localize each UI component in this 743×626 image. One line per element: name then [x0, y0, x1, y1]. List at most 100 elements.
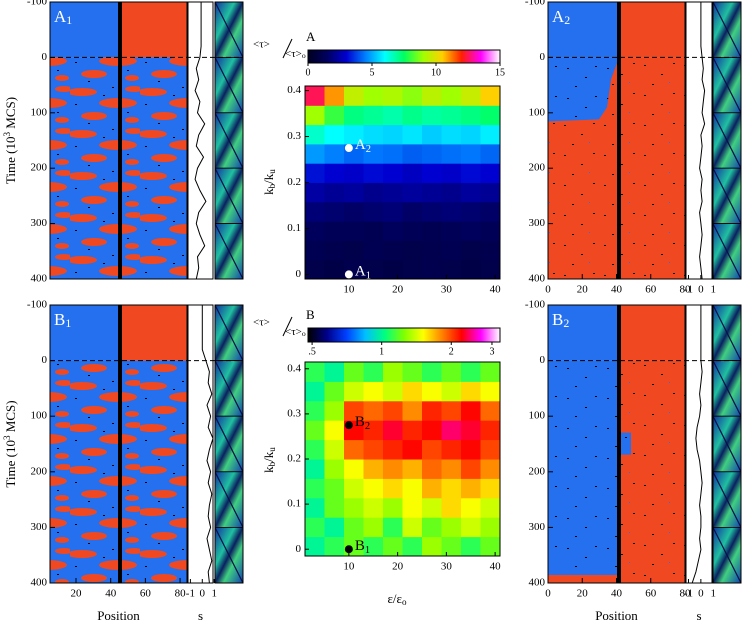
heatmap-cell [305, 240, 325, 261]
s-trace [194, 2, 207, 280]
heatmap-cell [441, 362, 462, 382]
heatmap-cell [441, 105, 462, 126]
heatmap-cell [402, 143, 423, 164]
heatmap-cell [344, 201, 364, 222]
matrix-diagonal [712, 57, 742, 114]
heatmap-cell [461, 86, 481, 106]
heatmap-cell [441, 420, 462, 441]
label-part: 1 [66, 13, 72, 27]
heatmap-cell [324, 105, 345, 126]
matrix-diagonal [712, 112, 742, 169]
heatmap-cell [363, 381, 384, 402]
s-tick-label: 0 [698, 588, 704, 600]
matrix-diagonal [712, 360, 742, 417]
heatmap-cell [480, 381, 501, 402]
heatmap-cell [402, 182, 423, 203]
label-part: k [261, 188, 276, 195]
label-part: 2 [365, 421, 370, 432]
heatmap-cell [305, 362, 325, 382]
heatmap-cell [305, 497, 325, 518]
heatmap-cell [461, 182, 481, 203]
heatmap-cell [344, 439, 364, 460]
y-tick-label: 300 [31, 521, 48, 533]
heatmap-cell [324, 143, 345, 164]
heatmap-cell [305, 459, 325, 479]
heatmap-cell [441, 240, 462, 261]
heatmap-cell [324, 201, 345, 222]
heatmap-cell [422, 517, 442, 538]
heatmap-cell [480, 439, 501, 460]
x-tick-label: 60 [140, 588, 152, 600]
y-tick-label: -100 [525, 0, 546, 8]
x-axis-label: Position [97, 608, 140, 623]
heatmap-cell [441, 459, 462, 479]
heatmap-cell [383, 459, 403, 479]
heatmap-cell [422, 182, 442, 203]
y-tick-label: 0 [540, 354, 546, 366]
heatmap-cell [305, 439, 325, 460]
heatmap-cell [363, 259, 384, 280]
heatmap-cell [461, 381, 481, 402]
heatmap-cell [422, 105, 442, 126]
panel-frame [214, 304, 244, 584]
y-tick-label: -100 [27, 299, 48, 311]
heatmap-cell [461, 105, 481, 126]
s-tick-label: 1 [211, 588, 217, 600]
heatmap-cell [363, 105, 384, 126]
heatmap-cell [422, 381, 442, 402]
label-part: MCS) [3, 97, 18, 132]
panel-title: A [306, 29, 316, 44]
heatmap-cell [383, 143, 403, 164]
y-tick-label: 0 [42, 354, 48, 366]
label-part: B [355, 415, 365, 431]
y-tick-label: 400 [529, 273, 546, 285]
heatmap-cell [305, 420, 325, 441]
colorbar [307, 49, 501, 64]
matrix-diagonal [712, 1, 742, 58]
y-tick-label: -100 [525, 299, 546, 311]
heatmap-cell [480, 163, 501, 183]
heatmap-cell [363, 362, 384, 382]
heatmap-cell [344, 124, 364, 145]
label-part: u [267, 169, 277, 174]
heatmap-cell [422, 420, 442, 441]
y-tick-label: 0.1 [287, 498, 301, 510]
y-tick-label: -100 [27, 0, 48, 8]
texture [619, 305, 685, 361]
label-part: Time (10 [3, 137, 18, 185]
x-tick-label: 20 [392, 284, 404, 296]
heatmap-cell [324, 536, 345, 557]
heatmap-cell [344, 182, 364, 203]
s-tick-label: -1 [684, 284, 693, 296]
y-axis-label: Time (103 MCS) [2, 97, 18, 184]
x-tick-label: 40 [490, 561, 502, 573]
panel-frame [49, 1, 188, 280]
s-tick-label: 1 [710, 284, 716, 296]
s-trace [699, 2, 706, 280]
heatmap-cell [480, 497, 501, 518]
texture [619, 360, 685, 583]
heatmap-cell [363, 400, 384, 421]
heatmap-cell [363, 124, 384, 145]
x-tick-label: 20 [577, 284, 589, 296]
y-tick-label: 300 [529, 521, 546, 533]
s-trace [201, 305, 214, 584]
label-part: /k [261, 451, 276, 462]
heatmap-cell [383, 517, 403, 538]
heatmap-cell [480, 240, 501, 261]
heatmap-cell [305, 201, 325, 222]
y-tick-label: 100 [31, 106, 48, 118]
matrix-diagonal [712, 167, 742, 224]
heatmap-cell [480, 517, 501, 538]
heatmap-cell [461, 478, 481, 499]
heatmap-cell [363, 221, 384, 241]
y-tick-label: 400 [529, 577, 546, 589]
heatmap-cell [441, 259, 462, 280]
heatmap-cell [305, 536, 325, 557]
x-tick-label: 80 [680, 284, 692, 296]
colorbar-label: <τ> [253, 39, 270, 51]
heatmap-cell [344, 459, 364, 479]
heatmap-cell [402, 400, 423, 421]
heatmap-cell [363, 497, 384, 518]
heatmap-cell [480, 201, 501, 222]
